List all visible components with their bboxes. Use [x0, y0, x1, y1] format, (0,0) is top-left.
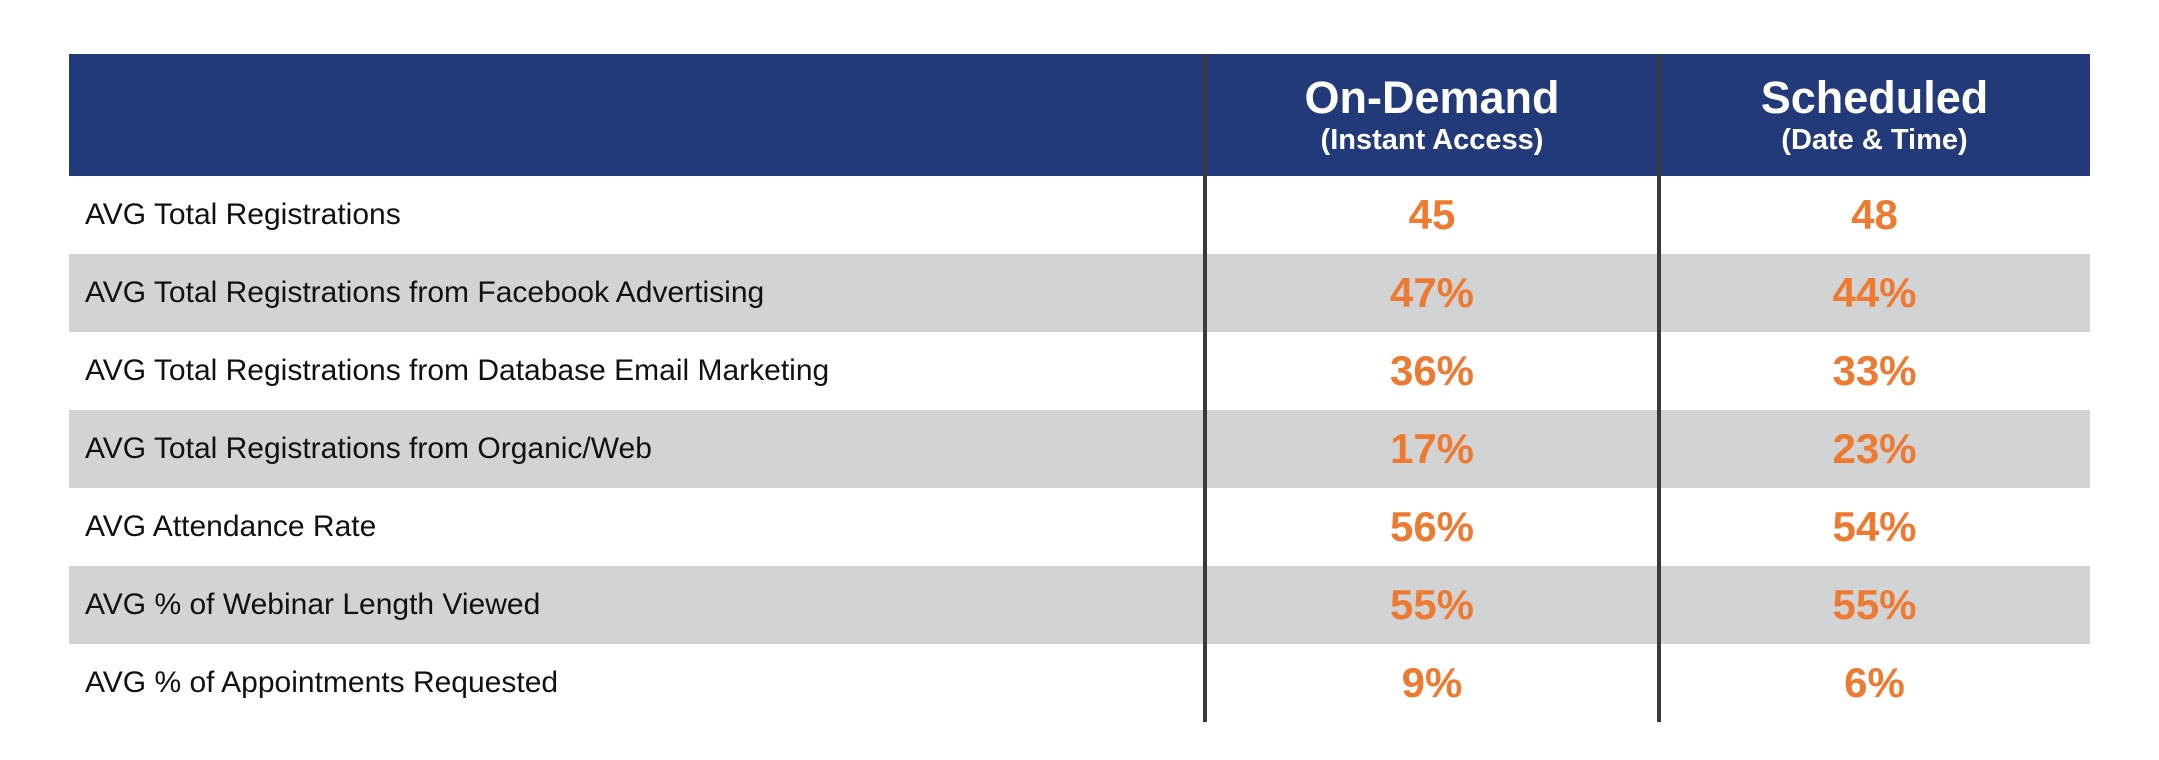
value-on-demand: 55%: [1205, 566, 1659, 644]
value-scheduled: 48: [1659, 176, 2090, 254]
column-subtitle-on-demand: (Instant Access): [1320, 124, 1544, 157]
row-label: AVG Total Registrations from Organic/Web: [69, 410, 1205, 488]
value-scheduled: 23%: [1659, 410, 2090, 488]
header-row: On-Demand (Instant Access) Scheduled (Da…: [69, 54, 2090, 176]
column-title-on-demand: On-Demand: [1304, 72, 1560, 124]
value-on-demand: 47%: [1205, 254, 1659, 332]
value-on-demand: 17%: [1205, 410, 1659, 488]
column-divider-right: [1657, 54, 1661, 722]
value-on-demand: 36%: [1205, 332, 1659, 410]
row-label: AVG % of Appointments Requested: [69, 644, 1205, 722]
table-row: AVG Total Registrations 45 48: [69, 176, 2090, 254]
table-row: AVG Attendance Rate 56% 54%: [69, 488, 2090, 566]
row-label: AVG % of Webinar Length Viewed: [69, 566, 1205, 644]
table-row: AVG Total Registrations from Organic/Web…: [69, 410, 2090, 488]
row-label: AVG Total Registrations from Database Em…: [69, 332, 1205, 410]
column-header-on-demand: On-Demand (Instant Access): [1205, 54, 1659, 176]
value-scheduled: 44%: [1659, 254, 2090, 332]
value-scheduled: 6%: [1659, 644, 2090, 722]
column-divider-left: [1203, 54, 1207, 722]
row-label: AVG Attendance Rate: [69, 488, 1205, 566]
column-subtitle-scheduled: (Date & Time): [1781, 124, 1968, 157]
table-row: AVG % of Webinar Length Viewed 55% 55%: [69, 566, 2090, 644]
webinar-comparison-table: On-Demand (Instant Access) Scheduled (Da…: [69, 54, 2090, 722]
column-title-scheduled: Scheduled: [1760, 72, 1989, 124]
table-row: AVG Total Registrations from Database Em…: [69, 332, 2090, 410]
comparison-table: On-Demand (Instant Access) Scheduled (Da…: [69, 54, 2090, 722]
value-on-demand: 9%: [1205, 644, 1659, 722]
value-scheduled: 55%: [1659, 566, 2090, 644]
row-label: AVG Total Registrations: [69, 176, 1205, 254]
table-row: AVG Total Registrations from Facebook Ad…: [69, 254, 2090, 332]
value-scheduled: 54%: [1659, 488, 2090, 566]
table-row: AVG % of Appointments Requested 9% 6%: [69, 644, 2090, 722]
value-on-demand: 45: [1205, 176, 1659, 254]
value-on-demand: 56%: [1205, 488, 1659, 566]
header-blank-cell: [69, 54, 1205, 176]
row-label: AVG Total Registrations from Facebook Ad…: [69, 254, 1205, 332]
value-scheduled: 33%: [1659, 332, 2090, 410]
column-header-scheduled: Scheduled (Date & Time): [1659, 54, 2090, 176]
